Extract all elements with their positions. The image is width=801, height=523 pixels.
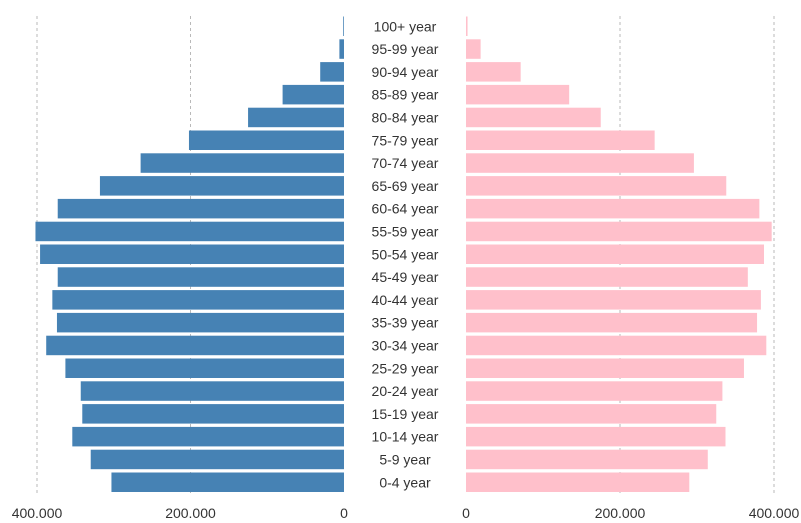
left-bar-19 (90, 449, 344, 470)
age-label-11: 45-49 year (372, 269, 439, 285)
right-bar-18 (466, 426, 726, 447)
age-label-12: 40-44 year (372, 292, 439, 308)
right-bar-17 (466, 404, 717, 424)
right-bar-9 (466, 221, 772, 242)
right-bar-16 (466, 381, 723, 401)
left-bar-13 (56, 312, 345, 333)
age-label-9: 55-59 year (372, 223, 439, 239)
left-bar-10 (40, 244, 344, 264)
left-tick-label-2: 0 (340, 505, 348, 521)
right-bar-6 (466, 153, 694, 173)
right-bar-13 (466, 312, 758, 333)
age-label-3: 85-89 year (372, 87, 439, 103)
age-label-4: 80-84 year (372, 109, 439, 125)
right-bar-2 (466, 62, 521, 82)
left-bar-5 (188, 130, 344, 150)
right-bar-8 (466, 198, 760, 219)
right-bar-20 (466, 472, 690, 492)
age-label-20: 0-4 year (379, 474, 431, 490)
age-label-19: 5-9 year (379, 451, 431, 467)
age-label-1: 95-99 year (372, 41, 439, 57)
age-label-7: 65-69 year (372, 178, 439, 194)
left-tick-label-0: 400.000 (12, 505, 63, 521)
right-bar-14 (466, 335, 767, 356)
right-bar-10 (466, 244, 764, 264)
right-tick-label-0: 0 (462, 505, 470, 521)
age-label-17: 15-19 year (372, 406, 439, 422)
right-bar-4 (466, 107, 601, 128)
age-label-15: 25-29 year (372, 360, 439, 376)
age-label-0: 100+ year (374, 18, 437, 34)
left-bar-8 (57, 198, 344, 219)
age-label-5: 75-79 year (372, 132, 439, 148)
left-bar-2 (320, 62, 344, 82)
left-bar-11 (57, 267, 344, 287)
left-bar-15 (65, 358, 345, 378)
x-axis-tick-labels: 400.000 200.000 0 0 200.000 400.000 (12, 505, 800, 521)
age-group-labels: 100+ year 95-99 year 90-94 year 85-89 year 8… (372, 18, 439, 490)
age-label-13: 35-39 year (372, 315, 439, 331)
right-bar-0 (466, 16, 468, 36)
age-label-6: 70-74 year (372, 155, 439, 171)
right-tick-label-1: 200.000 (595, 505, 646, 521)
left-bar-6 (140, 153, 344, 173)
age-label-18: 10-14 year (372, 429, 439, 445)
grid-lines (36, 16, 775, 495)
left-bar-14 (46, 335, 345, 356)
right-bar-12 (466, 290, 761, 310)
left-bars (35, 16, 345, 492)
left-tick-label-1: 200.000 (165, 505, 216, 521)
age-label-8: 60-64 year (372, 201, 439, 217)
left-bar-3 (282, 84, 344, 105)
left-bar-1 (339, 39, 344, 59)
left-bar-17 (82, 404, 344, 424)
left-bar-9 (35, 221, 345, 242)
right-bar-3 (466, 84, 570, 105)
age-label-14: 30-34 year (372, 337, 439, 353)
right-bar-11 (466, 267, 748, 287)
right-bar-19 (466, 449, 708, 470)
age-label-2: 90-94 year (372, 64, 439, 80)
age-label-16: 20-24 year (372, 383, 439, 399)
right-tick-label-2: 400.000 (749, 505, 800, 521)
left-bar-4 (248, 107, 344, 128)
left-bar-16 (80, 381, 344, 401)
left-bar-0 (343, 16, 344, 36)
left-bar-18 (72, 426, 345, 447)
left-bar-20 (111, 472, 344, 492)
right-bar-5 (466, 130, 655, 150)
left-bar-7 (99, 176, 344, 196)
right-bar-1 (466, 39, 481, 59)
right-bars (466, 16, 772, 492)
right-bar-15 (466, 358, 744, 378)
right-bar-7 (466, 176, 727, 196)
age-label-10: 50-54 year (372, 246, 439, 262)
left-bar-12 (52, 290, 344, 310)
